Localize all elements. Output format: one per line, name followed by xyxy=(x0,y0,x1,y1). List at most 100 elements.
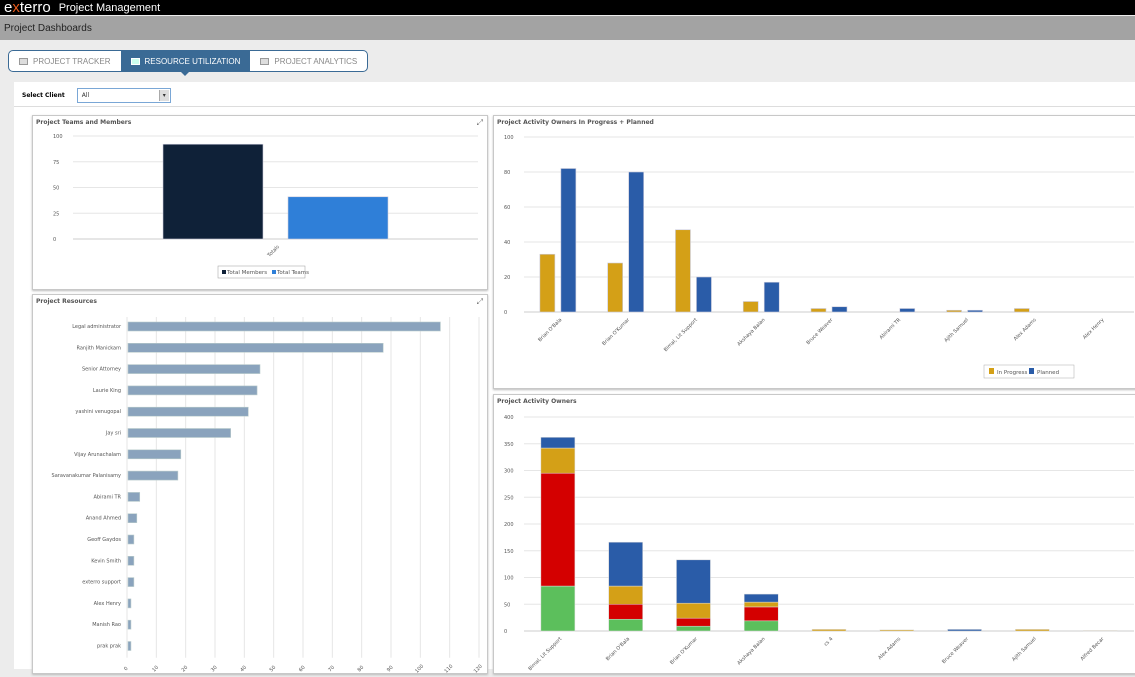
bar-segment xyxy=(540,472,576,587)
bar-segment xyxy=(676,617,711,627)
bar-segment xyxy=(676,559,711,604)
x-tick-label: Alfred Becar xyxy=(1080,636,1107,663)
y-tick-label: Alex Henry xyxy=(94,601,121,607)
y-tick-label: 50 xyxy=(53,186,59,192)
x-tick-label: cs 4 xyxy=(823,636,834,647)
bar-segment xyxy=(743,593,779,603)
bar xyxy=(127,641,132,651)
bar-segment xyxy=(879,629,915,632)
bar xyxy=(967,309,983,313)
panel-owners-in-progress-planned: Project Activity Owners In Progress + Pl… xyxy=(493,115,1135,389)
y-tick-label: prak prak xyxy=(97,644,121,650)
bar-segment xyxy=(676,625,711,632)
y-tick-label: Senior Attorney xyxy=(82,367,121,373)
y-tick-label: 40 xyxy=(504,240,510,246)
y-tick-label: 200 xyxy=(504,522,514,528)
divider xyxy=(14,106,1135,107)
bar xyxy=(127,470,179,481)
y-tick-label: 75 xyxy=(53,160,59,166)
y-tick-label: 400 xyxy=(504,415,514,421)
y-tick-label: Laurie King xyxy=(93,388,121,394)
analytics-icon xyxy=(260,57,270,65)
x-tick-label: Alex Adams xyxy=(1013,317,1038,342)
legend-label: Total Teams xyxy=(276,270,309,276)
bar-segment xyxy=(1015,629,1050,632)
bar xyxy=(127,619,132,630)
y-tick-label: Geoff Gaydos xyxy=(87,537,121,543)
expand-icon[interactable]: ⤢ xyxy=(476,118,483,127)
y-tick-label: Jay sri xyxy=(105,431,121,437)
bar xyxy=(742,301,759,313)
y-tick-label: 20 xyxy=(504,275,510,281)
x-tick-label: Abirami TR xyxy=(879,317,903,341)
x-tick-label: 120 xyxy=(473,664,484,673)
y-tick-label: 300 xyxy=(504,469,514,475)
y-tick-label: 80 xyxy=(504,170,510,176)
x-tick-label: Alex Adams xyxy=(877,636,902,661)
panel-project-teams: Project Teams and Members ⤢ 0 25 50 75 100 To… xyxy=(32,115,488,290)
bar xyxy=(287,196,389,240)
bar-segment xyxy=(811,629,847,632)
client-select[interactable]: All ▾ xyxy=(76,88,171,103)
bar xyxy=(127,555,135,566)
y-tick-label: exterro support xyxy=(82,580,121,586)
y-tick-label: 50 xyxy=(504,602,510,608)
x-tick-label: Brian O'Kumar xyxy=(601,317,632,348)
page-title: Project Dashboards xyxy=(0,16,1135,40)
bar-segment xyxy=(743,606,779,622)
y-tick-label: 0 xyxy=(504,310,507,316)
x-tick-label: Bimal, Lit Support xyxy=(527,636,563,672)
y-tick-label: 0 xyxy=(504,629,507,635)
bar xyxy=(560,168,577,313)
y-tick-label: Manish Rao xyxy=(92,622,121,628)
panel-activity-owners: Project Activity Owners 0 50 100 150 200 250 3… xyxy=(493,394,1135,674)
y-tick-label: Saravanakumar Palanisamy xyxy=(52,473,122,479)
y-tick-label: 350 xyxy=(504,442,514,448)
legend-label: Planned xyxy=(1037,370,1059,376)
bar xyxy=(127,534,135,545)
x-tick-label: 110 xyxy=(443,664,454,673)
teams-chart: 0 25 50 75 100 Totals Total Members Total Teams xyxy=(53,134,478,279)
top-bar: exterro Project Management xyxy=(0,0,1135,16)
panel-title: Project Activity Owners In Progress + Pl… xyxy=(497,119,654,126)
tab-label: PROJECT ANALYTICS xyxy=(274,56,358,66)
chevron-down-icon[interactable]: ▾ xyxy=(158,90,169,101)
legend-swatch xyxy=(989,368,994,374)
tab-project-analytics[interactable]: PROJECT ANALYTICS xyxy=(250,51,367,71)
bar xyxy=(162,143,264,240)
exterro-logo: exterro xyxy=(4,0,51,16)
bar xyxy=(127,598,132,609)
x-tick-label: Bruce Weaver xyxy=(805,317,835,347)
bar xyxy=(127,449,182,460)
panel-title: Project Teams and Members xyxy=(36,119,132,126)
bar xyxy=(946,309,962,313)
bar xyxy=(628,171,644,313)
bar xyxy=(763,281,780,313)
x-tick-label: Ajith Samuel xyxy=(943,317,970,344)
bar xyxy=(831,306,848,313)
bar xyxy=(539,253,556,313)
bar-segment xyxy=(608,618,643,632)
tab-label: RESOURCE UTILIZATION xyxy=(144,56,241,66)
bar-segment xyxy=(608,541,643,587)
tab-project-tracker[interactable]: PROJECT TRACKER xyxy=(9,51,121,71)
y-tick-label: Ranjith Manickam xyxy=(76,345,121,351)
client-select-value: All xyxy=(81,92,90,99)
legend-swatch xyxy=(222,270,226,274)
y-tick-label: yashini venugopal xyxy=(75,409,121,415)
y-tick-label: 60 xyxy=(504,205,510,211)
y-tick-label: Kevin Smith xyxy=(91,558,121,564)
expand-icon[interactable]: ⤢ xyxy=(476,297,483,306)
bar xyxy=(127,513,138,523)
tab-resource-utilization[interactable]: RESOURCE UTILIZATION xyxy=(120,51,251,76)
bar-segment xyxy=(608,604,643,620)
bar-segment xyxy=(1082,630,1118,632)
tab-label: PROJECT TRACKER xyxy=(33,56,111,66)
bar-segment xyxy=(540,585,576,632)
x-tick-label: Brian O'Bala xyxy=(605,636,631,662)
client-filter: Select Client All ▾ xyxy=(22,88,171,103)
y-tick-label: 25 xyxy=(53,211,59,217)
bar-segment xyxy=(540,447,576,474)
legend xyxy=(217,265,306,279)
